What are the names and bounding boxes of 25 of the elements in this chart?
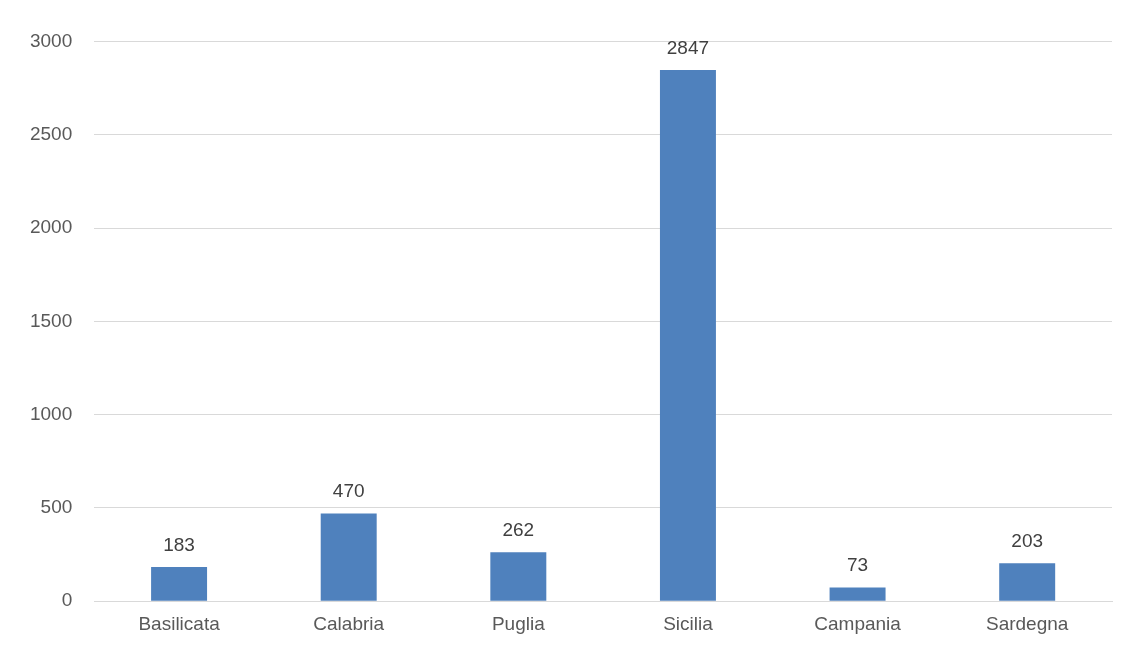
data-label: 203	[1011, 530, 1044, 552]
bar	[151, 567, 208, 601]
x-tick-label: Sardegna	[985, 612, 1069, 634]
data-label: 183	[163, 533, 195, 555]
bar	[320, 513, 377, 601]
x-tick-label: Campania	[814, 612, 902, 634]
y-tick-label: 1000	[29, 402, 73, 424]
y-tick-label: 1500	[29, 309, 73, 331]
data-label: 73	[847, 554, 869, 576]
bar	[999, 563, 1056, 601]
y-tick-label: 500	[40, 496, 73, 518]
y-tick-label: 3000	[29, 29, 73, 51]
x-tick-label: Basilicata	[138, 612, 221, 634]
data-label: 470	[332, 480, 365, 502]
data-label: 2847	[666, 36, 710, 58]
y-tick-label: 2500	[29, 122, 73, 144]
y-tick-label: 0	[61, 589, 73, 611]
x-tick-label: Calabria	[313, 612, 385, 634]
bar	[490, 552, 547, 601]
x-tick-label: Puglia	[491, 612, 546, 634]
y-tick-label: 2000	[29, 216, 73, 238]
bar	[659, 69, 716, 601]
bar	[829, 587, 886, 601]
x-tick-label: Sicilia	[663, 612, 714, 634]
data-label: 262	[502, 519, 535, 541]
